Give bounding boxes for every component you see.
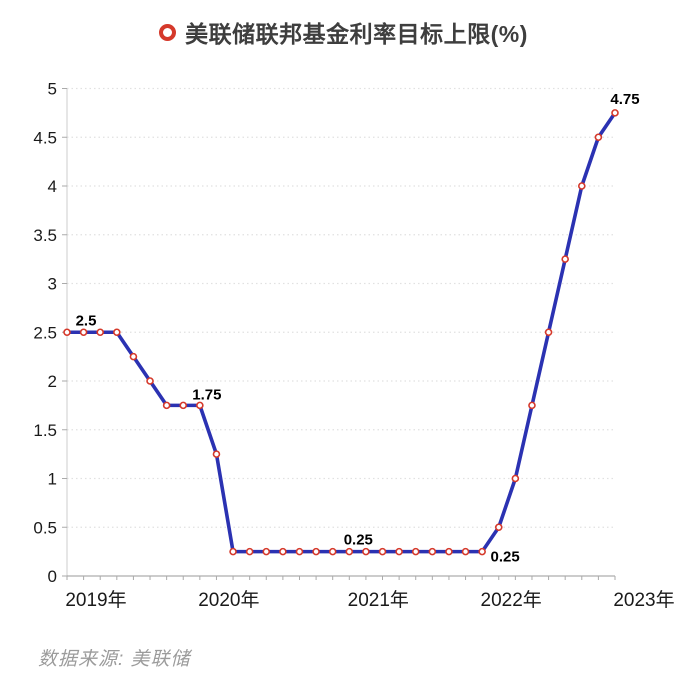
y-tick-label: 3 — [48, 275, 57, 294]
y-tick-label: 4.5 — [33, 128, 57, 147]
y-tick-label: 4 — [48, 177, 57, 196]
data-point-marker — [312, 547, 320, 556]
data-point-marker — [113, 328, 121, 337]
data-point-marker — [577, 182, 586, 190]
data-point-marker — [594, 133, 603, 142]
data-label: 0.25 — [344, 532, 373, 549]
data-point-marker — [245, 547, 254, 556]
rate-line — [65, 111, 617, 554]
data-labels: 2.5 1.75 0.25 0.25 4.75 — [76, 91, 640, 566]
y-tick-label: 0.5 — [33, 518, 57, 537]
data-point-marker — [395, 547, 403, 556]
data-point-marker — [428, 547, 437, 556]
data-label: 2.5 — [76, 312, 97, 329]
data-point-marker — [96, 328, 105, 337]
data-point-marker — [196, 401, 204, 410]
y-tick-label: 1 — [48, 470, 57, 489]
data-point-marker — [345, 547, 354, 556]
data-point-marker — [611, 109, 619, 117]
chart-header: 美联储联邦基金利率目标上限(%) — [0, 12, 687, 52]
data-point-marker — [63, 328, 71, 337]
x-year-label: 2023年 — [613, 589, 674, 611]
data-point-marker — [79, 328, 88, 337]
data-point-marker — [362, 547, 370, 556]
data-point-marker — [411, 547, 420, 556]
data-point-marker — [561, 255, 569, 263]
x-year-label: 2021年 — [348, 589, 409, 611]
data-label: 0.25 — [491, 549, 520, 566]
gridlines — [67, 87, 615, 528]
data-point-marker — [229, 547, 237, 556]
chart-title: 美联储联邦基金利率目标上限(%) — [185, 21, 528, 47]
data-point-marker — [378, 547, 387, 556]
data-point-marker — [328, 547, 337, 556]
data-point-marker — [295, 547, 304, 556]
data-point-marker — [179, 401, 188, 410]
data-point-marker — [212, 450, 221, 458]
data-point-marker — [445, 547, 453, 556]
y-tick-label: 5 — [48, 80, 57, 99]
data-point-marker — [511, 474, 520, 483]
data-point-marker — [262, 547, 271, 556]
data-point-marker — [279, 547, 287, 556]
x-year-label: 2020年 — [198, 589, 259, 611]
data-point-marker — [478, 547, 486, 556]
y-axis: 0 0.5 1 1.5 2 2.5 3 3.5 4 4.5 5 — [33, 80, 67, 586]
data-point-marker — [146, 377, 154, 385]
y-tick-label: 2 — [48, 372, 57, 391]
data-source-note: 数据来源: 美联储 — [38, 649, 191, 670]
y-tick-label: 2.5 — [33, 323, 57, 342]
data-point-marker — [461, 547, 470, 556]
y-tick-label: 0 — [48, 567, 57, 586]
data-point-marker — [494, 523, 503, 532]
x-year-label: 2022年 — [481, 589, 542, 611]
data-label: 4.75 — [610, 91, 639, 108]
series-legend-ring-icon — [159, 23, 177, 41]
y-tick-label: 1.5 — [33, 421, 57, 440]
data-point-marker — [544, 328, 553, 337]
data-point-marker — [528, 401, 536, 410]
data-label: 1.75 — [192, 386, 221, 403]
x-year-label: 2019年 — [65, 589, 126, 611]
x-axis-labels: 2019年 2020年 2021年 2022年 2023年 — [65, 589, 674, 611]
data-points — [63, 109, 619, 556]
data-point-marker — [129, 352, 138, 361]
y-tick-label: 3.5 — [33, 226, 57, 245]
x-ticks — [66, 576, 616, 580]
data-point-marker — [162, 401, 171, 410]
